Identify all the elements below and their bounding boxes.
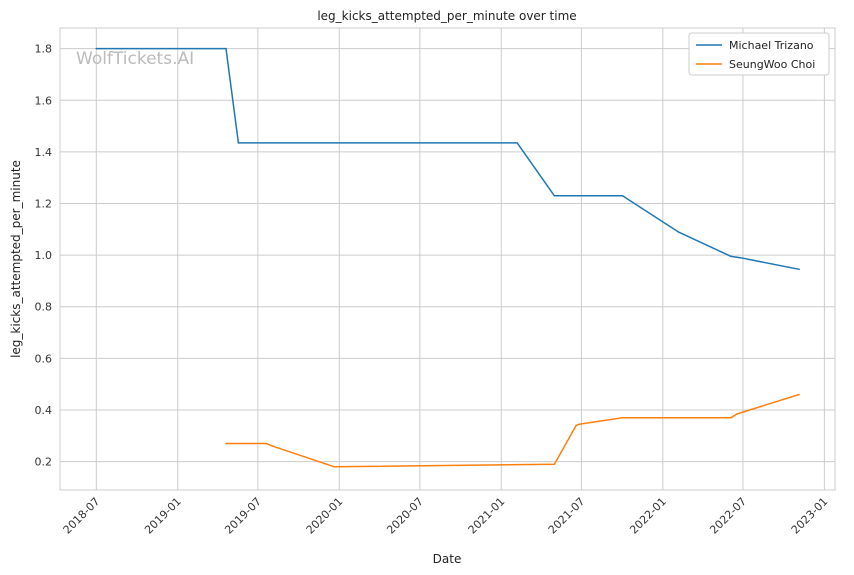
data-point-seungwoo-choi	[271, 445, 274, 447]
chart-title: leg_kicks_attempted_per_minute over time	[317, 9, 576, 23]
y-tick-label: 0.8	[35, 301, 53, 314]
data-point-seungwoo-choi	[798, 393, 800, 396]
legend: Michael Trizano SeungWoo Choi	[688, 32, 830, 76]
data-point-michael-trizano	[516, 142, 518, 144]
y-tick-label: 0.4	[35, 404, 53, 417]
y-tick-label: 0.6	[35, 352, 53, 365]
data-point-seungwoo-choi	[333, 466, 336, 468]
data-point-michael-trizano	[730, 255, 732, 258]
y-tick-label: 1.4	[35, 146, 53, 159]
legend-box	[688, 32, 830, 76]
data-point-seungwoo-choi	[553, 463, 556, 466]
y-tick-label: 0.2	[35, 456, 53, 469]
watermark-text: WolfTickets.AI	[76, 49, 194, 69]
data-point-michael-trizano	[237, 142, 240, 144]
plot-frame	[59, 27, 836, 491]
x-axis-label: Date	[433, 552, 462, 566]
y-axis-label: leg_kicks_attempted_per_minute	[9, 160, 23, 358]
data-point-michael-trizano	[225, 47, 227, 50]
legend-label-michael-trizano: Michael Trizano	[729, 39, 814, 52]
data-point-seungwoo-choi	[578, 423, 580, 426]
legend-label-seungwoo-choi: SeungWoo Choi	[729, 58, 815, 71]
y-tick-label: 1.2	[35, 198, 53, 211]
data-point-seungwoo-choi	[736, 413, 738, 415]
data-point-michael-trizano	[798, 268, 800, 271]
data-point-michael-trizano	[95, 47, 98, 50]
y-tick-label: 1.6	[35, 94, 53, 107]
series-layer	[95, 47, 800, 468]
y-axis: 0.2 0.4 0.6 0.8 1.0 1.2 1.4 1.6 1.8	[35, 43, 53, 469]
data-point-seungwoo-choi	[575, 424, 577, 427]
series-seungwoo-choi	[225, 393, 800, 468]
series-line-michael-trizano	[96, 47, 800, 271]
data-point-michael-trizano	[553, 195, 556, 197]
data-point-seungwoo-choi	[225, 442, 227, 445]
data-point-michael-trizano	[677, 231, 680, 233]
data-point-michael-trizano	[739, 256, 742, 259]
data-point-seungwoo-choi	[265, 442, 268, 445]
series-michael-trizano	[95, 47, 800, 271]
y-tick-label: 1.0	[35, 249, 53, 262]
y-tick-label: 1.8	[35, 43, 53, 56]
data-point-seungwoo-choi	[730, 416, 732, 419]
plot-area	[60, 28, 835, 490]
data-point-seungwoo-choi	[621, 416, 624, 419]
data-point-michael-trizano	[621, 195, 624, 197]
